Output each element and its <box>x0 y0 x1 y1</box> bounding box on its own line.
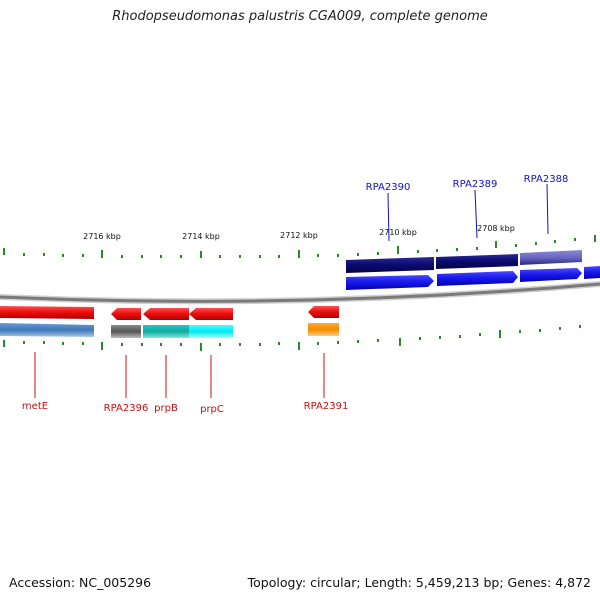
reverse-gene-track <box>0 323 339 338</box>
leader-line <box>387 192 390 242</box>
scale-label: 2708 kbp <box>477 224 515 233</box>
leader-line <box>474 189 478 239</box>
genome-summary-text: Topology: circular; Length: 5,459,213 bp… <box>247 575 591 590</box>
accession-text: Accession: NC_005296 <box>9 575 152 590</box>
gene-label-mete[interactable]: metE <box>22 401 48 412</box>
scale-label: 2716 kbp <box>83 232 121 241</box>
upper-tick-row <box>3 235 596 258</box>
genome-backbone-core <box>0 282 600 303</box>
top-gene-labels: RPA2390 RPA2389 RPA2388 <box>366 174 569 242</box>
bottom-gene-labels: metE RPA2396 prpB prpC RPA2391 <box>22 352 348 415</box>
gene-label-rpa2390[interactable]: RPA2390 <box>366 182 411 193</box>
forward-gene-track <box>346 250 582 273</box>
scale-label: 2710 kbp <box>379 228 417 237</box>
gene-label-prpb[interactable]: prpB <box>154 403 178 414</box>
map-title: Rhodopseudomonas palustris CGA009, compl… <box>112 9 488 24</box>
scale-label: 2714 kbp <box>182 232 220 241</box>
gene-label-prpc[interactable]: prpC <box>200 404 224 415</box>
scale-label: 2712 kbp <box>280 231 318 240</box>
lower-tick-row <box>3 325 581 351</box>
gene-label-rpa2396[interactable]: RPA2396 <box>104 403 149 414</box>
reverse-cds-track <box>0 306 339 320</box>
gene-label-rpa2388[interactable]: RPA2388 <box>524 174 569 185</box>
leader-line <box>546 183 549 235</box>
gene-label-rpa2391[interactable]: RPA2391 <box>304 401 349 412</box>
gene-label-rpa2389[interactable]: RPA2389 <box>453 179 498 190</box>
forward-cds-track <box>346 266 600 290</box>
